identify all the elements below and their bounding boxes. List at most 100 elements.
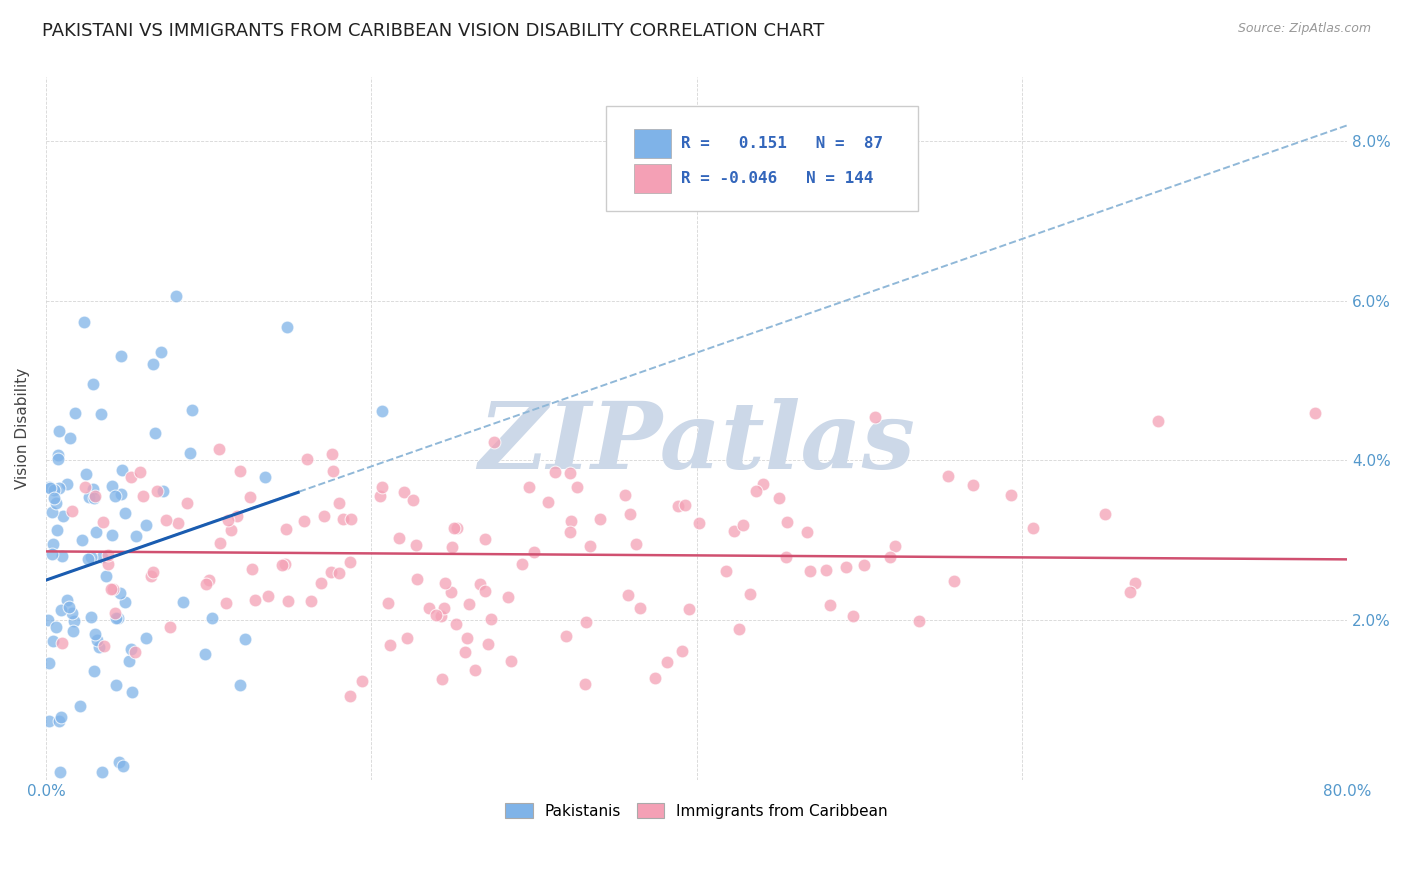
- Point: [101, 478, 124, 492]
- Point: [328, 496, 350, 510]
- Point: [678, 602, 700, 616]
- Point: [510, 557, 533, 571]
- Point: [457, 598, 479, 612]
- Point: [396, 631, 419, 645]
- Point: [464, 663, 486, 677]
- Point: [340, 512, 363, 526]
- Point: [80, 549, 103, 564]
- Point: [107, 611, 129, 625]
- Point: [292, 514, 315, 528]
- Point: [73, 479, 96, 493]
- Point: [120, 470, 142, 484]
- Point: [90, 550, 112, 565]
- Point: [82, 376, 104, 391]
- Point: [434, 576, 457, 591]
- Point: [274, 522, 297, 536]
- Point: [104, 607, 127, 621]
- Point: [328, 566, 350, 581]
- Point: [1303, 406, 1326, 420]
- Point: [225, 509, 247, 524]
- Point: [49, 710, 72, 724]
- Text: R = -0.046   N = 144: R = -0.046 N = 144: [681, 171, 873, 186]
- Point: [41, 537, 63, 551]
- Point: [59, 432, 82, 446]
- Point: [195, 576, 218, 591]
- Point: [322, 464, 344, 478]
- Text: Source: ZipAtlas.com: Source: ZipAtlas.com: [1237, 22, 1371, 36]
- Point: [42, 491, 65, 505]
- Point: [1147, 413, 1170, 427]
- Point: [93, 639, 115, 653]
- Point: [208, 536, 231, 550]
- Point: [87, 640, 110, 654]
- Point: [884, 539, 907, 553]
- Point: [62, 624, 84, 638]
- Text: PAKISTANI VS IMMIGRANTS FROM CARIBBEAN VISION DISABILITY CORRELATION CHART: PAKISTANI VS IMMIGRANTS FROM CARIBBEAN V…: [42, 22, 824, 40]
- Point: [671, 643, 693, 657]
- Point: [733, 517, 755, 532]
- Point: [430, 609, 453, 624]
- Point: [201, 611, 224, 625]
- Point: [740, 587, 762, 601]
- Point: [371, 404, 394, 418]
- Point: [239, 491, 262, 505]
- Point: [624, 537, 647, 551]
- Point: [558, 466, 581, 480]
- Point: [443, 521, 465, 535]
- Point: [842, 609, 865, 624]
- Point: [104, 678, 127, 692]
- Point: [835, 560, 858, 574]
- Point: [84, 626, 107, 640]
- Point: [217, 513, 239, 527]
- Point: [311, 575, 333, 590]
- Point: [100, 582, 122, 596]
- Point: [90, 407, 112, 421]
- Point: [120, 641, 142, 656]
- Point: [146, 483, 169, 498]
- Point: [555, 629, 578, 643]
- Point: [339, 689, 361, 703]
- Point: [936, 469, 959, 483]
- Point: [155, 513, 177, 527]
- Point: [51, 603, 73, 617]
- Point: [194, 647, 217, 661]
- Point: [135, 518, 157, 533]
- Point: [418, 600, 440, 615]
- Point: [107, 755, 129, 769]
- Point: [41, 547, 63, 561]
- Point: [377, 596, 399, 610]
- Point: [574, 677, 596, 691]
- Point: [619, 507, 641, 521]
- Point: [751, 477, 773, 491]
- Point: [46, 523, 69, 537]
- Point: [56, 477, 79, 491]
- Point: [104, 489, 127, 503]
- Point: [112, 759, 135, 773]
- Point: [565, 480, 588, 494]
- Point: [142, 357, 165, 371]
- Point: [253, 470, 276, 484]
- Point: [274, 557, 297, 571]
- Point: [135, 631, 157, 645]
- Point: [865, 410, 887, 425]
- Point: [38, 481, 60, 495]
- Point: [77, 551, 100, 566]
- Point: [723, 524, 745, 538]
- Point: [84, 525, 107, 540]
- Point: [96, 569, 118, 583]
- Point: [229, 678, 252, 692]
- Point: [432, 673, 454, 687]
- Point: [125, 529, 148, 543]
- Point: [454, 645, 477, 659]
- Point: [48, 424, 70, 438]
- Point: [75, 467, 97, 482]
- Point: [38, 714, 60, 728]
- Point: [523, 545, 546, 559]
- Point: [339, 555, 361, 569]
- Point: [371, 480, 394, 494]
- Point: [110, 349, 132, 363]
- FancyBboxPatch shape: [634, 164, 671, 194]
- Point: [176, 495, 198, 509]
- Point: [446, 520, 468, 534]
- Point: [433, 600, 456, 615]
